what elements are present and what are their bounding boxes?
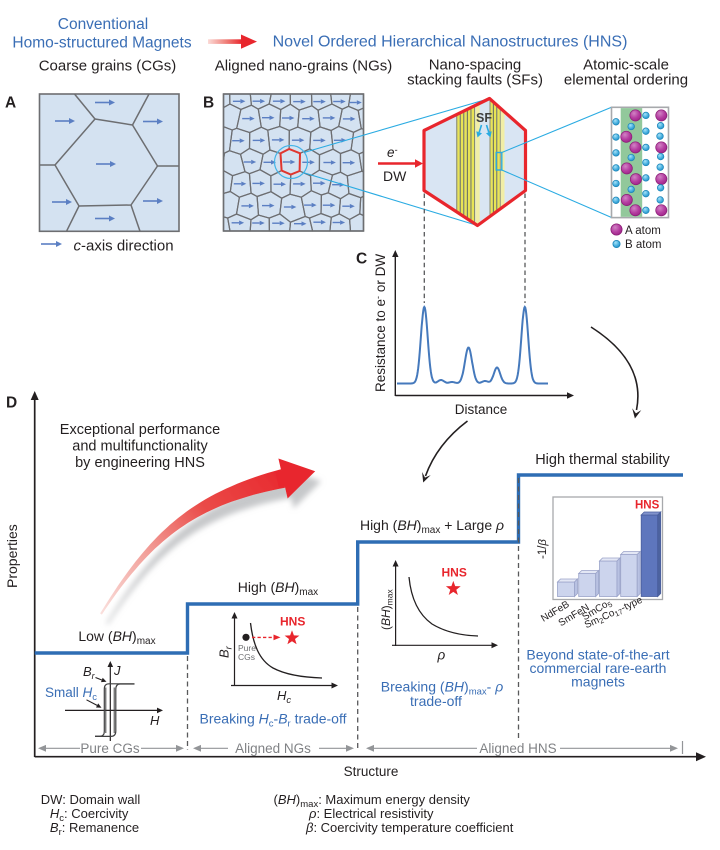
svg-text:B: B (203, 95, 214, 112)
svg-text:A atom: A atom (625, 225, 661, 237)
svg-text:e-: e- (387, 145, 398, 160)
svg-text:Properties: Properties (4, 524, 20, 588)
svg-text:DW: Domain wall: DW: Domain wall (41, 792, 141, 807)
svg-text:J: J (113, 663, 121, 678)
svg-text:Beyond state-of-the-art: Beyond state-of-the-art (526, 647, 669, 663)
svg-text:Atomic-scale: Atomic-scale (583, 57, 669, 74)
svg-text:Novel Ordered Hierarchical Nan: Novel Ordered Hierarchical Nanostructure… (273, 34, 628, 51)
svg-text:c-axis direction: c-axis direction (74, 238, 174, 255)
svg-text:SF: SF (476, 111, 492, 125)
svg-text:DW: DW (383, 168, 407, 184)
svg-text:Low (BH)max: Low (BH)max (78, 628, 155, 647)
svg-text:(BH)max: Maximum energy densit: (BH)max: Maximum energy density (274, 792, 471, 810)
svg-text:D: D (6, 395, 17, 412)
svg-text:Hc: Coercivity: Hc: Coercivity (50, 806, 129, 824)
svg-text:and multifunctionality: and multifunctionality (72, 439, 208, 455)
svg-text:HNS: HNS (635, 500, 660, 512)
svg-text:β: Coercivity temperature coef: β: Coercivity temperature coefficient (305, 820, 514, 835)
svg-text:Br: Remanence: Br: Remanence (50, 820, 139, 838)
svg-text:HNS: HNS (442, 566, 467, 580)
svg-text:commercial rare-earth: commercial rare-earth (530, 660, 667, 676)
svg-text:Exceptional performance: Exceptional performance (60, 422, 220, 438)
svg-text:(BH)max: (BH)max (379, 589, 395, 630)
svg-text:HNS: HNS (280, 615, 305, 629)
svg-text:-1/β: -1/β (537, 539, 549, 559)
svg-text:Homo-structured Magnets: Homo-structured Magnets (12, 35, 191, 52)
svg-text:Hc: Hc (277, 688, 291, 706)
svg-text:ρ: Electrical resistivity: ρ: Electrical resistivity (308, 806, 434, 821)
svg-text:trade-off: trade-off (410, 693, 462, 709)
svg-text:by engineering HNS: by engineering HNS (75, 455, 205, 471)
svg-text:Small Hc: Small Hc (45, 685, 97, 703)
svg-text:Structure: Structure (344, 764, 399, 779)
svg-text:Conventional: Conventional (58, 16, 148, 33)
svg-text:CGs: CGs (238, 652, 255, 662)
svg-text:ρ: ρ (437, 648, 446, 663)
svg-text:Aligned nano-grains (NGs): Aligned nano-grains (NGs) (215, 58, 393, 75)
svg-text:C: C (356, 251, 367, 268)
svg-text:magnets: magnets (571, 674, 625, 690)
svg-text:Resistance to e- or DW: Resistance to e- or DW (373, 254, 388, 392)
svg-text:Distance: Distance (455, 402, 508, 417)
svg-text:Pure: Pure (238, 643, 256, 653)
svg-text:High thermal stability: High thermal stability (535, 452, 670, 468)
svg-text:High (BH)max: High (BH)max (238, 579, 318, 598)
svg-text:Br: Br (83, 664, 96, 681)
svg-text:Breaking Hc-Br trade-off: Breaking Hc-Br trade-off (200, 711, 347, 730)
svg-text:Coarse grains (CGs): Coarse grains (CGs) (39, 58, 177, 75)
svg-text:H: H (150, 713, 160, 728)
svg-text:Nano-spacing: Nano-spacing (429, 57, 522, 74)
svg-text:stacking faults (SFs): stacking faults (SFs) (407, 72, 543, 89)
svg-text:Aligned NGs: Aligned NGs (235, 741, 311, 756)
svg-text:elemental ordering: elemental ordering (564, 72, 688, 89)
svg-text:High (BH)max + Large ρ: High (BH)max + Large ρ (360, 517, 504, 536)
svg-text:Br: Br (217, 645, 235, 658)
svg-text:B atom: B atom (625, 239, 661, 251)
svg-text:Aligned HNS: Aligned HNS (479, 741, 556, 756)
svg-text:Pure CGs: Pure CGs (80, 741, 140, 756)
svg-text:A: A (5, 95, 16, 112)
